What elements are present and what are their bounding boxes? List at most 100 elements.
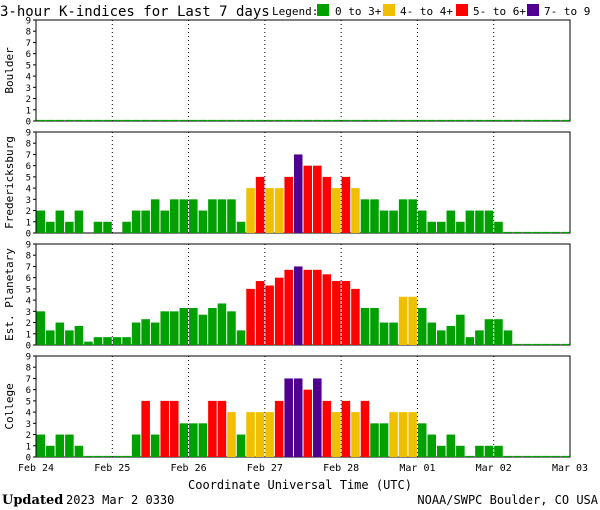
k-bar bbox=[150, 434, 160, 457]
k-bar bbox=[456, 445, 465, 457]
k-bar bbox=[179, 423, 189, 457]
k-bar bbox=[541, 119, 551, 121]
k-bar bbox=[189, 199, 198, 233]
k-bar bbox=[313, 165, 322, 233]
k-bar bbox=[437, 445, 446, 457]
y-tick-label: 7 bbox=[26, 151, 31, 161]
k-bar bbox=[284, 378, 293, 457]
k-bar bbox=[360, 307, 370, 345]
k-bar bbox=[93, 119, 103, 121]
x-tick-label: Mar 01 bbox=[399, 463, 435, 474]
k-bar bbox=[122, 119, 131, 121]
k-bar bbox=[246, 412, 255, 457]
y-tick-label: 7 bbox=[26, 39, 31, 49]
x-axis-ticks: Feb 24 Feb 25 Feb 26 Feb 27 Feb 28 Mar 01 Mar … bbox=[18, 463, 588, 474]
legend-item-purple: 7- to 9 bbox=[544, 5, 590, 18]
k-bar bbox=[122, 221, 131, 233]
k-bar bbox=[303, 165, 313, 233]
k-bar bbox=[189, 423, 198, 457]
k-bar bbox=[255, 281, 265, 345]
k-bar bbox=[293, 266, 303, 345]
k-bar bbox=[408, 296, 417, 345]
k-bar bbox=[265, 119, 274, 121]
k-bar bbox=[246, 188, 255, 233]
legend-label: Legend: bbox=[272, 5, 318, 18]
y-tick-label: 9 bbox=[26, 353, 31, 363]
k-bar bbox=[446, 325, 456, 345]
k-bar bbox=[160, 311, 169, 345]
k-bar bbox=[417, 423, 427, 457]
panel-label: Boulder bbox=[3, 47, 16, 94]
k-bar bbox=[284, 119, 293, 121]
k-bar bbox=[36, 434, 46, 457]
k-bar bbox=[351, 119, 360, 121]
y-tick-label: 9 bbox=[26, 241, 31, 251]
y-tick-label: 1 bbox=[26, 218, 31, 228]
y-tick-label: 3 bbox=[26, 308, 31, 318]
legend-swatch-yellow bbox=[383, 4, 395, 16]
k-bar bbox=[341, 176, 351, 233]
k-bar bbox=[322, 176, 332, 233]
k-bar bbox=[522, 343, 532, 345]
y-tick-label: 4 bbox=[26, 73, 31, 83]
k-bar bbox=[236, 221, 246, 233]
k-bar bbox=[55, 322, 65, 345]
k-bar bbox=[408, 199, 417, 233]
k-bar bbox=[551, 231, 560, 233]
k-bar bbox=[227, 412, 236, 457]
k-bar bbox=[255, 412, 265, 457]
k-bar bbox=[332, 281, 341, 345]
k-bar bbox=[313, 269, 322, 345]
k-bar bbox=[189, 119, 198, 121]
k-bar bbox=[465, 455, 475, 457]
k-bar bbox=[456, 221, 465, 233]
y-tick-label: 2 bbox=[26, 431, 31, 441]
k-bar bbox=[322, 400, 332, 457]
k-bar bbox=[150, 119, 160, 121]
k-bar bbox=[46, 221, 55, 233]
k-bar bbox=[217, 400, 227, 457]
k-bar bbox=[341, 119, 351, 121]
y-tick-label: 2 bbox=[26, 207, 31, 217]
k-bar bbox=[217, 119, 227, 121]
k-bar bbox=[265, 188, 274, 233]
k-bar bbox=[398, 199, 408, 233]
panel-label: Fredericksburg bbox=[3, 136, 16, 229]
y-tick-label: 8 bbox=[26, 252, 31, 262]
k-bar bbox=[475, 119, 484, 121]
k-bar bbox=[341, 281, 351, 345]
y-tick-label: 3 bbox=[26, 420, 31, 430]
x-axis-label: Coordinate Universal Time (UTC) bbox=[188, 478, 412, 492]
k-bar bbox=[131, 210, 141, 233]
x-tick-label: Feb 26 bbox=[171, 463, 207, 474]
y-tick-label: 0 bbox=[26, 118, 31, 128]
k-bar bbox=[198, 210, 208, 233]
k-bar bbox=[179, 199, 189, 233]
k-bar bbox=[36, 311, 46, 345]
k-bar bbox=[313, 378, 322, 457]
k-bar bbox=[131, 322, 141, 345]
k-bar bbox=[398, 412, 408, 457]
panel-frame bbox=[35, 243, 571, 346]
legend-item-red: 5- to 6+ bbox=[473, 5, 526, 18]
k-bar bbox=[513, 455, 522, 457]
k-bar bbox=[170, 400, 179, 457]
y-tick-label: 5 bbox=[26, 173, 31, 183]
k-bar bbox=[370, 423, 379, 457]
k-bar bbox=[379, 423, 389, 457]
k-bar bbox=[322, 119, 332, 121]
k-bar bbox=[293, 119, 303, 121]
y-tick-label: 0 bbox=[26, 342, 31, 352]
k-bar bbox=[65, 434, 74, 457]
k-bar bbox=[150, 322, 160, 345]
y-tick-label: 2 bbox=[26, 319, 31, 329]
y-tick-label: 4 bbox=[26, 297, 31, 307]
k-bar bbox=[494, 445, 503, 457]
y-tick-label: 6 bbox=[26, 162, 31, 172]
k-bar bbox=[560, 119, 570, 121]
k-bar bbox=[293, 154, 303, 233]
k-bar bbox=[437, 119, 446, 121]
k-bar bbox=[36, 119, 46, 121]
